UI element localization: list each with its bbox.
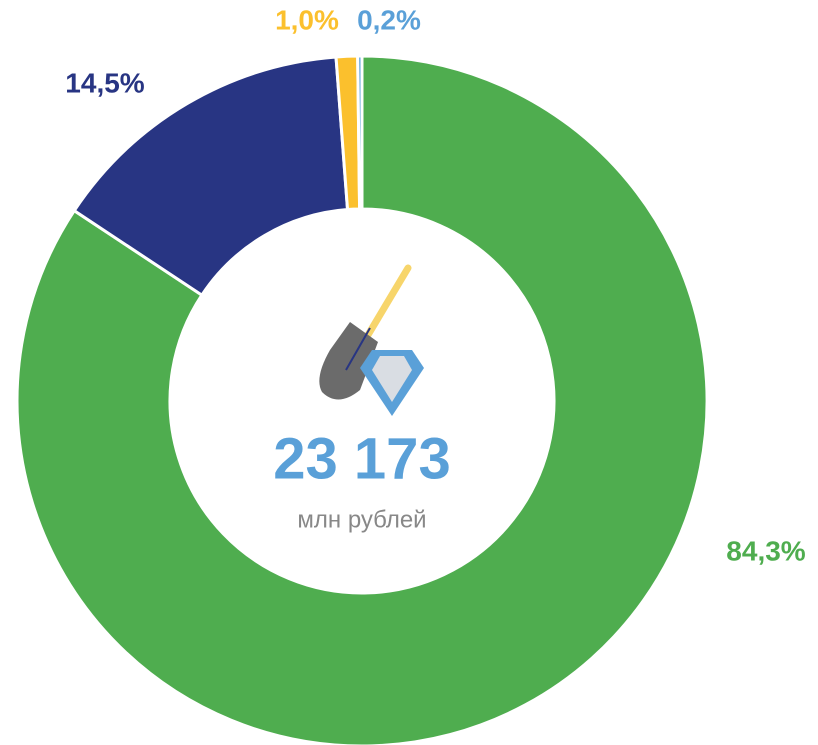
center-label: млн рублей: [297, 506, 426, 533]
data-label: 14,5%: [65, 67, 144, 98]
donut-segment: [72, 55, 350, 298]
data-label: 1,0%: [275, 4, 339, 35]
data-label: 84,3%: [726, 535, 805, 566]
data-label: 0,2%: [357, 4, 421, 35]
donut-segment: [356, 54, 364, 211]
donut-segment: [15, 54, 709, 745]
center-value: 23 173: [273, 426, 450, 491]
icon: [319, 264, 424, 416]
